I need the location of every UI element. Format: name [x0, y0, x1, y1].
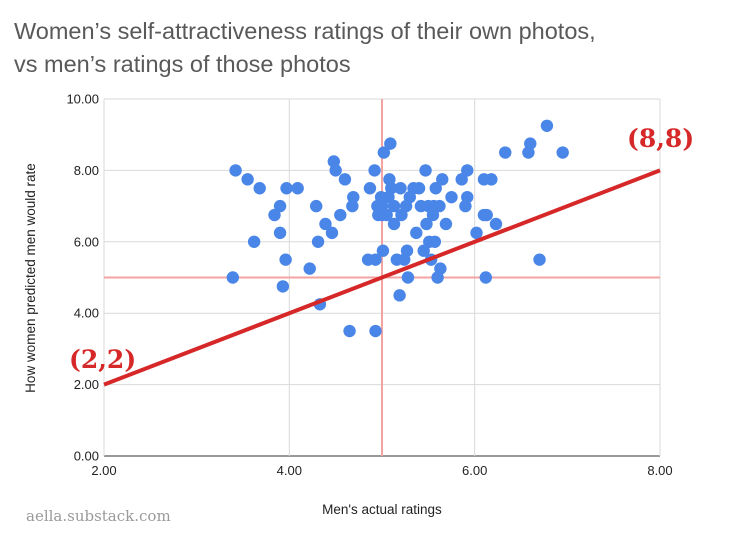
x-tick-label-1: 4.00 [277, 463, 302, 478]
data-point-81 [480, 208, 493, 222]
data-point-41 [385, 182, 398, 195]
data-point-54 [410, 226, 423, 240]
data-point-43 [387, 217, 401, 231]
data-point-1 [229, 164, 242, 177]
data-point-11 [291, 182, 304, 195]
x-tick-label-2: 6.00 [462, 463, 487, 478]
data-point-14 [311, 235, 325, 248]
data-point-73 [455, 173, 468, 186]
annotation-2-2: (2,2) [69, 345, 136, 374]
data-point-68 [433, 199, 446, 213]
data-point-77 [470, 226, 483, 240]
identity-line [103, 168, 661, 387]
data-point-7 [273, 226, 287, 240]
data-point-5 [268, 208, 281, 222]
data-point-63 [426, 208, 440, 222]
data-point-29 [369, 324, 382, 338]
data-point-65 [428, 235, 442, 248]
data-point-16 [319, 217, 332, 231]
data-point-27 [368, 164, 381, 177]
x-tick-label-0: 2.00 [91, 463, 116, 478]
data-point-9 [279, 253, 292, 266]
y-tick-label-0: 0.00 [74, 449, 99, 464]
data-point-12 [303, 262, 316, 275]
data-point-50 [400, 244, 414, 257]
data-point-0 [226, 271, 240, 284]
data-point-26 [363, 182, 377, 195]
data-point-13 [310, 199, 323, 213]
data-point-86 [524, 137, 537, 150]
data-point-82 [485, 173, 498, 186]
y-tick-label-5: 10.00 [66, 92, 99, 107]
data-point-19 [329, 164, 342, 177]
data-point-87 [533, 253, 546, 266]
data-point-72 [445, 190, 458, 204]
data-point-71 [439, 217, 453, 231]
data-point-59 [420, 217, 433, 231]
data-point-84 [499, 146, 512, 159]
data-point-42 [387, 199, 401, 213]
data-point-75 [461, 164, 474, 177]
data-point-45 [393, 289, 406, 302]
data-point-69 [434, 262, 447, 275]
data-point-46 [394, 182, 407, 195]
x-tick-label-3: 8.00 [647, 463, 672, 478]
data-point-28 [369, 253, 382, 266]
y-tick-label-2: 4.00 [74, 306, 99, 321]
data-point-2 [241, 173, 254, 186]
data-point-40 [384, 137, 397, 150]
data-points [226, 119, 569, 338]
y-axis-label: How women predicted men would rate [23, 163, 38, 393]
data-point-8 [276, 280, 290, 293]
y-tick-label-1: 2.00 [74, 377, 99, 392]
data-point-3 [247, 235, 261, 248]
identity-line-segment [103, 168, 661, 387]
data-point-35 [376, 244, 390, 257]
data-point-55 [412, 182, 426, 195]
data-point-83 [489, 217, 503, 231]
data-point-10 [280, 182, 293, 195]
data-point-58 [419, 164, 432, 177]
data-point-6 [273, 199, 287, 213]
data-point-4 [253, 182, 266, 195]
data-point-89 [556, 146, 569, 159]
data-point-88 [540, 119, 554, 132]
data-point-51 [401, 271, 415, 284]
data-point-21 [338, 173, 352, 186]
x-axis-label: Men's actual ratings [322, 502, 442, 517]
data-point-17 [325, 226, 339, 240]
data-point-70 [436, 173, 449, 186]
data-point-20 [334, 208, 347, 222]
data-point-37 [380, 208, 393, 222]
data-point-24 [347, 190, 360, 204]
annotation-8-8: (8,8) [627, 124, 694, 153]
data-point-22 [343, 324, 356, 338]
data-point-66 [429, 182, 442, 195]
chart-title-line-1: Women’s self-attractiveness ratings of t… [14, 18, 596, 44]
data-point-23 [346, 199, 359, 213]
data-point-57 [417, 244, 430, 257]
data-point-80 [479, 271, 492, 284]
data-point-36 [377, 146, 391, 159]
y-tick-label-4: 8.00 [74, 163, 99, 178]
y-tick-label-3: 6.00 [74, 234, 99, 249]
chart-title-line-2: vs men’s ratings of those photos [14, 51, 351, 77]
data-point-76 [461, 190, 474, 204]
source-credit: aella.substack.com [26, 507, 171, 525]
